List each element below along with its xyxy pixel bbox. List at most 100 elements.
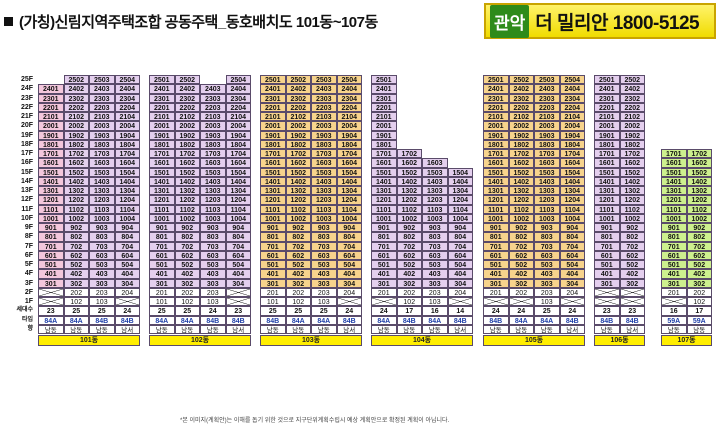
- unit-cell: 1304: [114, 186, 140, 196]
- unit-cell: 202: [63, 287, 89, 297]
- unit-cell: 804: [114, 232, 140, 242]
- unit-cell: 1904: [225, 130, 251, 140]
- unit-cell: 2302: [174, 93, 200, 103]
- unit-cell: 1504: [336, 167, 362, 177]
- unit-cell: 2002: [285, 121, 311, 131]
- households-cell: 24: [114, 306, 140, 316]
- empty-cell: [448, 84, 474, 93]
- unit-cell: 604: [114, 250, 140, 260]
- unit-cell: 2304: [225, 93, 251, 103]
- unit-cell: 102: [63, 297, 89, 307]
- unit-cell: 2502: [619, 75, 645, 85]
- unit-cell: 1101: [483, 204, 509, 214]
- unit-cell: 1202: [174, 195, 200, 205]
- unit-cell: 1701: [371, 149, 397, 159]
- unit-cell: 602: [508, 250, 534, 260]
- unit-cell: 103: [311, 297, 337, 307]
- unit-cell: 1502: [63, 167, 89, 177]
- unit-cell: 1403: [89, 176, 115, 186]
- unit-cell: 1004: [559, 213, 585, 223]
- unit-cell: 1404: [447, 176, 473, 186]
- unit-cell: 1303: [311, 186, 337, 196]
- row-label-households: 세대수: [16, 307, 33, 314]
- unit-cell: 2101: [260, 112, 286, 122]
- unit-cell: 1804: [559, 139, 585, 149]
- unit-cell: 103: [200, 297, 226, 307]
- unit-cell: 804: [447, 232, 473, 242]
- unit-type-cell: 84B: [260, 315, 286, 325]
- unit-cell: 2104: [559, 112, 585, 122]
- unit-cell: 1201: [483, 195, 509, 205]
- unit-cell: 502: [396, 260, 422, 270]
- unit-cell: 1501: [483, 167, 509, 177]
- title-text: (가칭)신림지역주택조합 공동주택_동호배치도 101동~107동: [19, 13, 378, 31]
- direction-cell: 남동: [371, 324, 397, 334]
- unit-cell: 702: [285, 241, 311, 251]
- unit-cell: 2504: [225, 75, 251, 85]
- unit-cell: 1701: [594, 149, 620, 159]
- row-label-direction: 향: [27, 325, 33, 332]
- unit-cell: 1602: [686, 158, 712, 168]
- unit-cell: 1904: [336, 130, 362, 140]
- unit-cell: 404: [225, 269, 251, 279]
- unit-cell: 1401: [661, 176, 687, 186]
- row-label-type: 타입: [21, 316, 33, 323]
- unit-cell: 1003: [311, 213, 337, 223]
- empty-cell: [397, 121, 423, 130]
- empty-cell: [661, 140, 687, 149]
- unit-cell: 1604: [225, 158, 251, 168]
- empty-cell: [422, 84, 448, 93]
- no-unit-cell: [594, 297, 620, 307]
- households-cell: 24: [483, 306, 509, 316]
- unit-cell: 1802: [174, 139, 200, 149]
- unit-cell: 2501: [371, 75, 397, 85]
- unit-type-cell: 84A: [174, 315, 200, 325]
- unit-cell: 303: [311, 278, 337, 288]
- unit-cell: 2301: [38, 93, 64, 103]
- unit-cell: 601: [661, 250, 687, 260]
- unit-cell: 1702: [619, 149, 645, 159]
- unit-cell: 1001: [483, 213, 509, 223]
- unit-cell: 1503: [200, 167, 226, 177]
- unit-cell: 702: [396, 241, 422, 251]
- floor-label: 4F: [24, 270, 33, 278]
- unit-cell: 503: [311, 260, 337, 270]
- unit-cell: 1001: [661, 213, 687, 223]
- households-cell: 23: [38, 306, 64, 316]
- unit-cell: 701: [483, 241, 509, 251]
- unit-cell: 2203: [311, 102, 337, 112]
- unit-cell: 202: [174, 287, 200, 297]
- unit-cell: 703: [311, 241, 337, 251]
- unit-cell: 2202: [508, 102, 534, 112]
- unit-cell: 2201: [483, 102, 509, 112]
- unit-cell: 1203: [89, 195, 115, 205]
- unit-cell: 1003: [422, 213, 448, 223]
- unit-cell: 1202: [619, 195, 645, 205]
- households-cell: 24: [508, 306, 534, 316]
- unit-cell: 201: [483, 287, 509, 297]
- unit-cell: 1201: [149, 195, 175, 205]
- unit-cell: 2102: [285, 112, 311, 122]
- unit-cell: 1802: [63, 139, 89, 149]
- unit-cell: 501: [149, 260, 175, 270]
- unit-cell: 504: [114, 260, 140, 270]
- unit-cell: 1301: [661, 186, 687, 196]
- direction-cell: 남서: [619, 324, 645, 334]
- unit-cell: 1804: [225, 139, 251, 149]
- unit-type-cell: 84A: [311, 315, 337, 325]
- unit-cell: 1203: [200, 195, 226, 205]
- unit-cell: 503: [200, 260, 226, 270]
- unit-cell: 1903: [534, 130, 560, 140]
- unit-cell: 1702: [396, 149, 422, 159]
- unit-cell: 1004: [114, 213, 140, 223]
- unit-cell: 701: [594, 241, 620, 251]
- unit-cell: 1903: [311, 130, 337, 140]
- unit-cell: 703: [534, 241, 560, 251]
- unit-cell: 403: [89, 269, 115, 279]
- unit-type-cell: 84B: [396, 315, 422, 325]
- unit-cell: 2401: [483, 84, 509, 94]
- unit-cell: 1504: [559, 167, 585, 177]
- empty-cell: [448, 75, 474, 84]
- floor-label: 2F: [24, 288, 33, 296]
- unit-cell: 203: [422, 287, 448, 297]
